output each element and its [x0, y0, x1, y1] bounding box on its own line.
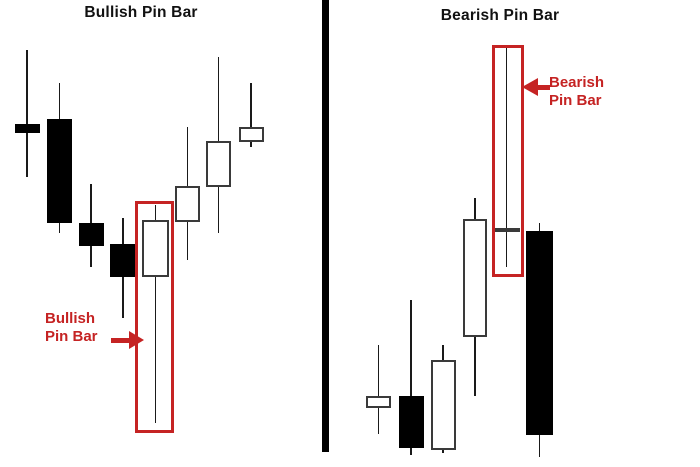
candle-wick: [410, 300, 412, 455]
chart-title-bullish-pin-bar: Bullish Pin Bar: [84, 4, 198, 21]
annotation-bearish-pin-bar: Bearish Pin Bar: [549, 74, 604, 110]
annotation-bullish-pin-bar: Bullish Pin Bar: [45, 310, 98, 346]
candle-wick: [26, 50, 28, 177]
candle-wick: [377, 345, 380, 434]
arrow-shaft: [535, 85, 550, 90]
pin-bar-candle-body: [142, 220, 169, 277]
arrow-shaft: [111, 338, 131, 343]
annotation-line-1: Bearish: [549, 74, 605, 91]
pin-bar-candle-wick: [505, 48, 508, 267]
candle-body-black: [526, 231, 553, 435]
chart-title-bearish-pin-bar: Bearish Pin Bar: [440, 7, 560, 24]
arrow-head: [521, 78, 538, 96]
candle-wick: [250, 83, 252, 147]
candle-body-black: [110, 244, 136, 277]
candle-body-black: [14, 124, 40, 133]
candle-body-white: [238, 127, 264, 142]
candle-body-white: [463, 219, 487, 337]
highlight-box-bearish-pin-bar: [492, 45, 524, 277]
arrow-head: [129, 331, 144, 349]
pin-bar-candle-wick: [154, 205, 157, 423]
candle-body-black: [78, 223, 104, 246]
annotation-line-2: Pin Bar: [549, 92, 602, 109]
panel-divider: [322, 0, 329, 452]
candle-body-black: [47, 119, 72, 223]
candle-body-black: [398, 395, 424, 448]
candle-body-white: [175, 186, 200, 222]
candle-body-white: [206, 141, 231, 187]
candle-body-white: [365, 395, 391, 408]
annotation-line-2: Pin Bar: [45, 328, 98, 345]
highlight-box-bullish-pin-bar: [134, 200, 174, 433]
annotation-line-1: Bullish: [45, 310, 96, 327]
candle-body-white: [430, 360, 456, 450]
